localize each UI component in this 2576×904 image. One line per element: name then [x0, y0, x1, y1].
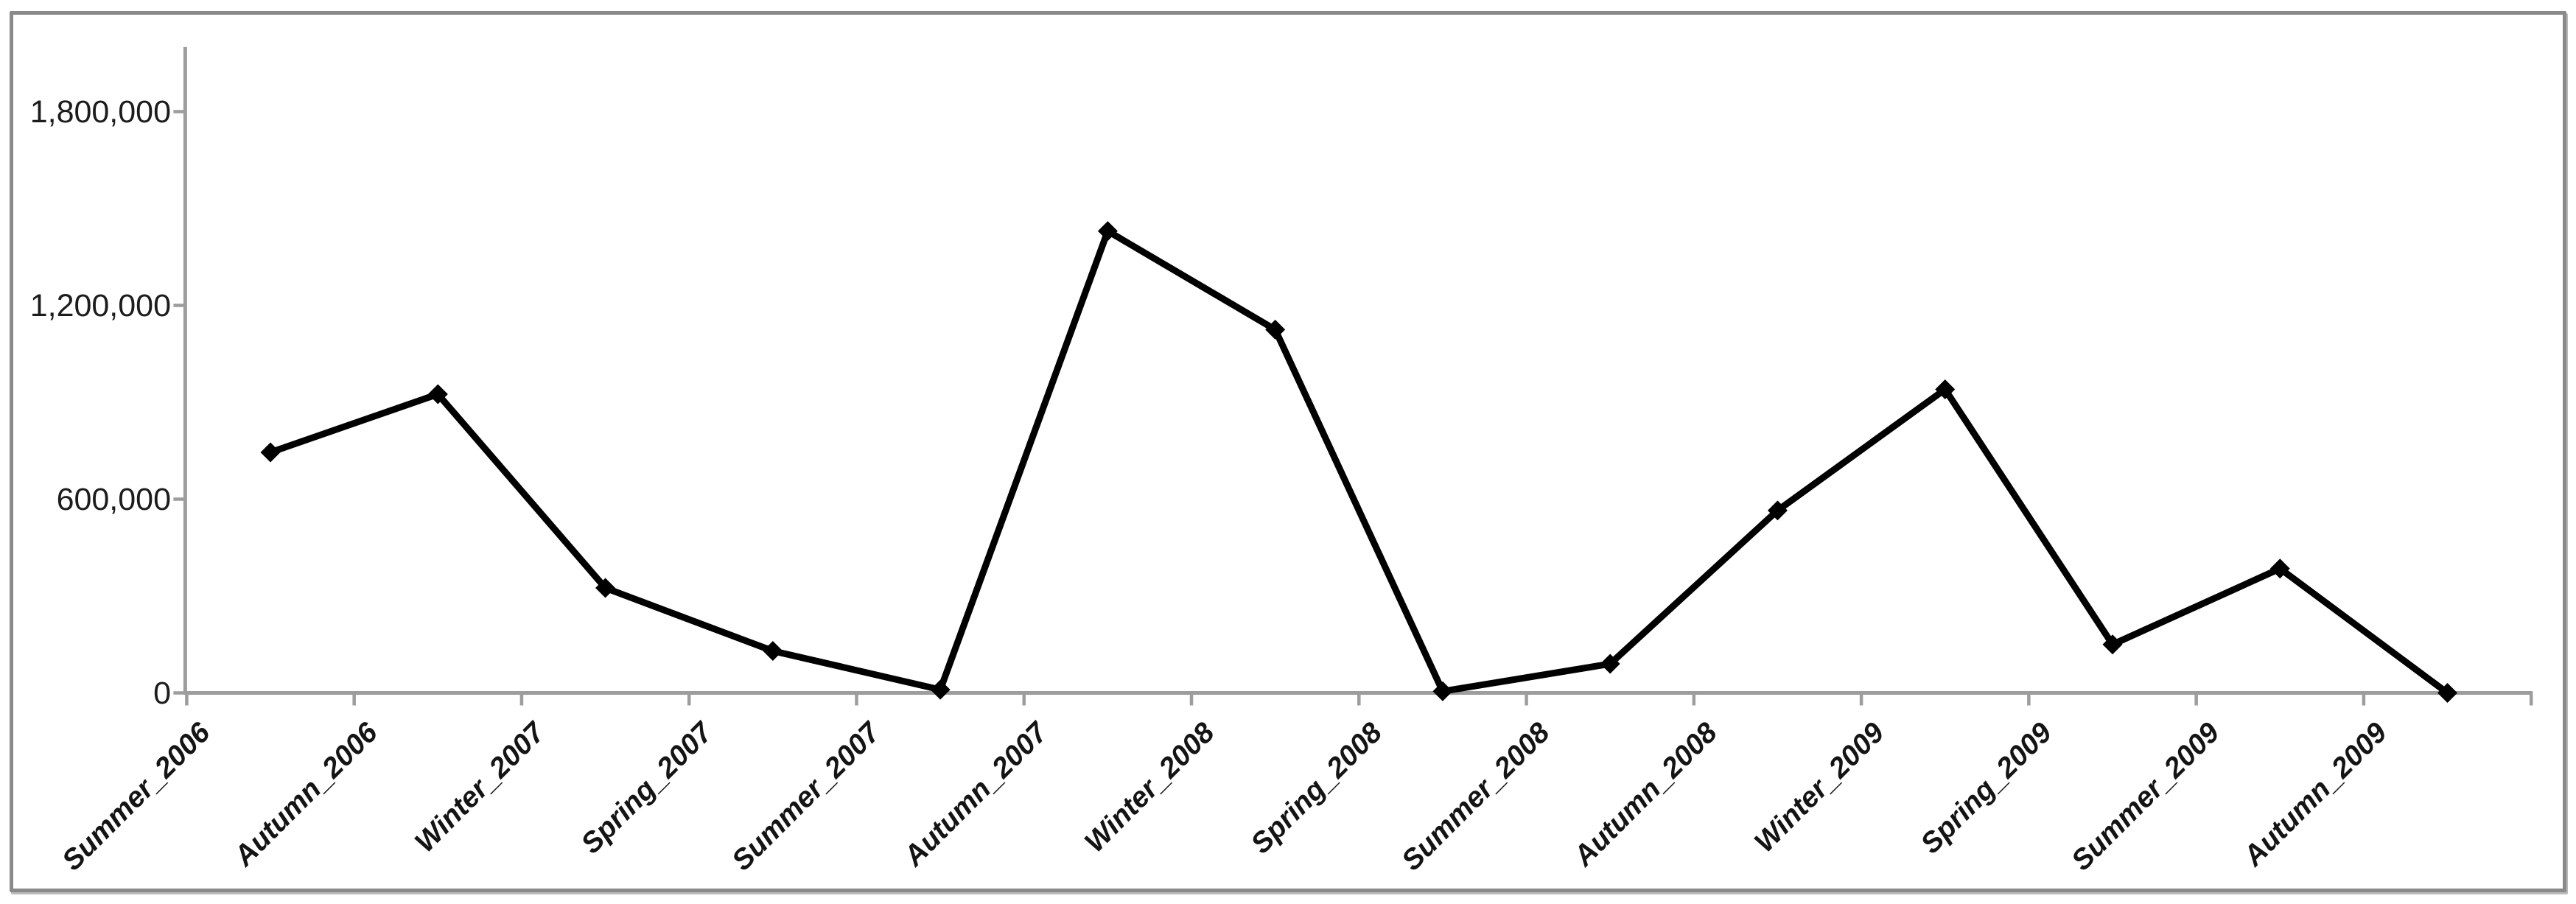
- diamond-marker: [1432, 681, 1453, 701]
- diamond-marker: [260, 442, 281, 463]
- diamond-marker: [595, 578, 616, 598]
- diamond-marker: [2269, 558, 2290, 579]
- series-polyline: [267, 228, 2451, 696]
- y-tick-label: 1,200,000: [29, 287, 171, 323]
- diamond-marker: [930, 679, 951, 700]
- diamond-marker: [1600, 654, 1620, 674]
- diamond-marker: [2102, 634, 2123, 655]
- diamond-marker: [2437, 683, 2458, 703]
- diamond-marker: [763, 641, 783, 662]
- y-tick-label: 1,800,000: [29, 94, 171, 130]
- diamond-marker: [427, 384, 448, 404]
- y-tick-label: 600,000: [56, 481, 171, 517]
- diamond-marker: [1097, 221, 1118, 242]
- data-series-line: [260, 221, 2458, 703]
- diamond-marker: [1935, 379, 1956, 399]
- diamond-marker: [1265, 319, 1286, 340]
- diamond-marker: [1767, 500, 1788, 521]
- axes: [173, 46, 2533, 706]
- chart-frame-border: [10, 11, 2566, 892]
- y-tick-label: 0: [153, 675, 171, 711]
